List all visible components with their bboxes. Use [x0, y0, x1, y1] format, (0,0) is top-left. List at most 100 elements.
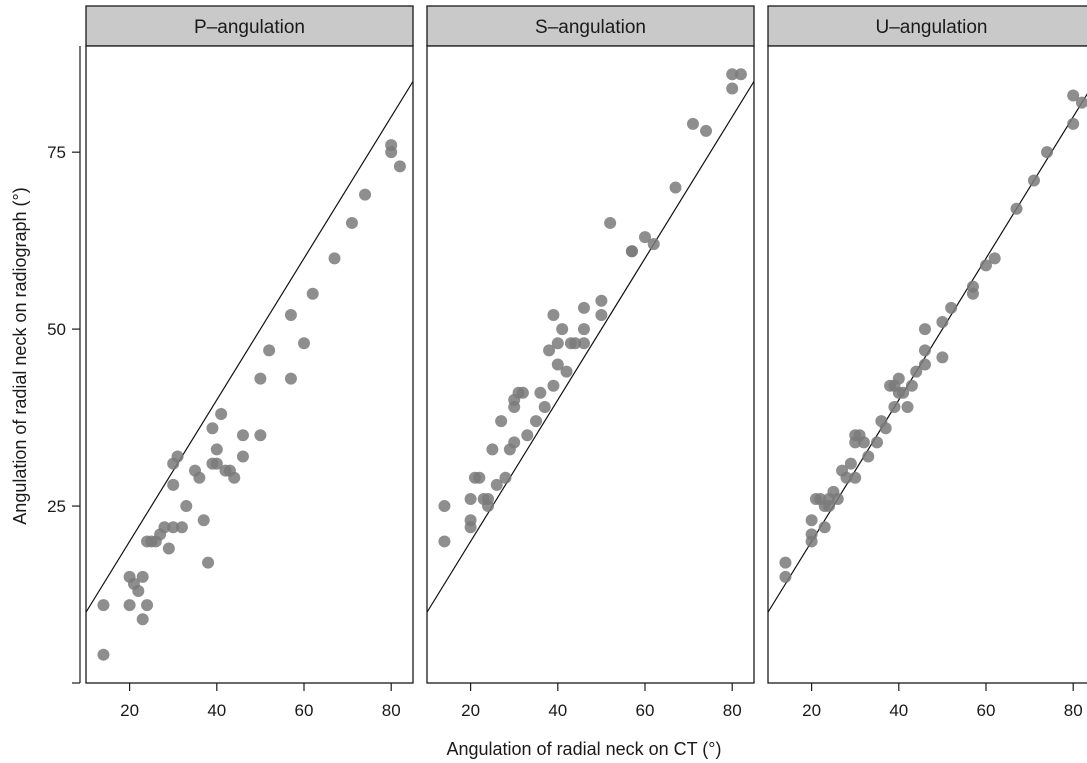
data-point	[577, 323, 590, 336]
data-point	[263, 344, 276, 357]
facet-panel-2: S–angulation 20 40 60 80	[426, 5, 755, 720]
data-point	[298, 337, 310, 350]
facet-title: P–angulation	[194, 17, 305, 38]
x-tick-label: 40	[889, 701, 908, 720]
data-point	[647, 238, 660, 251]
facet-title: S–angulation	[535, 17, 646, 38]
data-point	[158, 521, 171, 534]
data-point	[669, 181, 682, 194]
data-point	[345, 216, 358, 229]
data-point	[897, 386, 910, 399]
x-tick-label: 60	[636, 701, 655, 720]
data-point	[236, 429, 249, 442]
data-point	[167, 521, 180, 534]
data-point	[97, 599, 110, 612]
data-point	[547, 308, 560, 321]
data-point	[210, 457, 223, 470]
x-tick-label: 60	[295, 701, 314, 720]
data-point	[254, 429, 267, 442]
data-point	[508, 400, 521, 413]
data-point	[538, 400, 551, 413]
x-tick-label: 80	[1064, 701, 1083, 720]
x-tick-label: 40	[207, 701, 226, 720]
data-point	[569, 337, 582, 350]
data-point	[534, 386, 547, 399]
data-point	[171, 450, 184, 463]
data-point	[328, 252, 341, 265]
data-point	[464, 492, 477, 505]
data-point	[1041, 146, 1054, 159]
data-point	[490, 478, 503, 491]
data-point	[840, 471, 853, 484]
data-point	[551, 337, 564, 350]
data-point	[818, 521, 831, 534]
data-point	[910, 365, 923, 378]
data-point	[857, 436, 870, 449]
data-point	[543, 344, 556, 357]
data-point	[97, 648, 110, 661]
data-point	[892, 372, 905, 385]
data-point	[547, 379, 560, 392]
data-point	[482, 500, 495, 513]
data-point	[595, 294, 608, 307]
data-point	[734, 68, 747, 81]
data-point	[193, 471, 206, 484]
data-point	[202, 556, 215, 569]
x-tick-label: 40	[548, 701, 567, 720]
y-tick-label: 25	[47, 497, 66, 516]
data-point	[284, 372, 297, 385]
data-point	[918, 344, 931, 357]
facet-panel-1: P–angulation 20 40 60 80	[85, 5, 414, 720]
data-point	[726, 82, 739, 95]
data-point	[486, 443, 499, 456]
data-point	[215, 408, 228, 421]
data-point	[521, 429, 534, 442]
y-tick-label: 50	[47, 320, 66, 339]
data-point	[236, 450, 249, 463]
data-point	[844, 457, 857, 470]
data-point	[499, 471, 512, 484]
facet-panel-3: U–angulation 20 40 60 80	[767, 5, 1087, 720]
y-axis: 25 50 75	[47, 46, 81, 684]
data-points	[438, 68, 747, 548]
y-tick-label: 75	[47, 143, 66, 162]
x-tick-label: 80	[723, 701, 742, 720]
data-point	[123, 599, 136, 612]
data-point	[879, 422, 892, 435]
data-point	[516, 386, 529, 399]
plot-area	[426, 45, 755, 684]
data-point	[595, 308, 608, 321]
data-point	[726, 68, 739, 81]
data-point	[393, 160, 406, 173]
data-points	[779, 89, 1087, 583]
data-point	[556, 323, 569, 336]
data-point	[831, 492, 844, 505]
data-point	[1010, 202, 1023, 215]
x-tick-label: 20	[802, 701, 821, 720]
y-axis-title: Angulation of radial neck on radiograph …	[10, 187, 30, 524]
data-point	[551, 358, 564, 371]
data-point	[136, 613, 149, 626]
data-point	[306, 287, 319, 300]
data-point	[359, 188, 372, 201]
identity-reference-line	[427, 81, 754, 613]
facet-strip	[767, 5, 1087, 47]
data-point	[779, 556, 792, 569]
data-point	[849, 471, 862, 484]
facet-strip	[426, 5, 755, 47]
data-point	[254, 372, 267, 385]
x-axis-title: Angulation of radial neck on CT (°)	[446, 739, 721, 759]
data-point	[823, 500, 836, 513]
data-point	[180, 500, 193, 513]
data-point	[175, 521, 188, 534]
data-point	[936, 316, 949, 329]
identity-reference-line	[86, 81, 413, 613]
data-point	[686, 117, 699, 130]
data-point	[473, 471, 486, 484]
data-point	[197, 514, 210, 527]
data-point	[1067, 117, 1080, 130]
data-point	[210, 443, 223, 456]
data-point	[577, 301, 590, 314]
data-point	[577, 337, 590, 350]
x-tick-label: 60	[977, 701, 996, 720]
